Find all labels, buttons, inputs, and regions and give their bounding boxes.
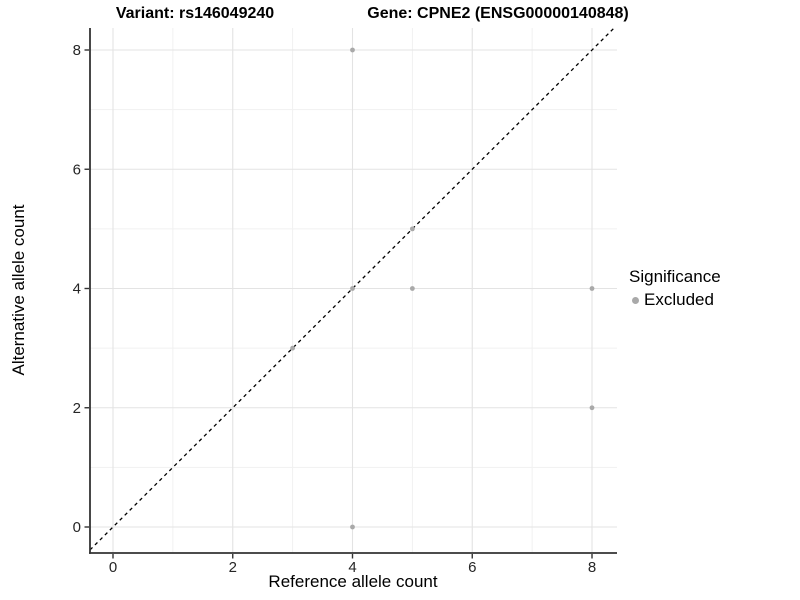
data-point [350,47,355,53]
x-tick-label: 4 [348,559,356,576]
y-tick-label: 8 [73,42,81,59]
x-axis-title: Reference allele count [268,572,438,591]
data-point [589,405,595,411]
x-tick-label: 6 [468,559,476,576]
legend-title: Significance [629,267,721,286]
y-tick-label: 4 [73,281,81,298]
legend-item-excluded: Excluded [632,290,721,310]
data-point [290,345,296,351]
y-tick-label: 6 [73,161,81,178]
plot-title-gene: Gene: CPNE2 (ENSG00000140848) [367,5,629,22]
data-point [350,524,355,530]
legend: Significance Excluded [629,267,721,310]
legend-item-label: Excluded [644,290,714,309]
identity-line [89,27,615,551]
x-tick-label: 0 [109,559,117,576]
data-point [350,286,355,291]
x-tick-label: 8 [588,559,596,576]
data-point [589,286,595,291]
data-point [409,226,415,232]
y-axis-title: Alternative allele count [9,204,28,376]
y-tick-label: 0 [73,519,81,536]
y-tick-label: 2 [73,400,81,417]
circle-icon [632,296,639,304]
plot-title-variant: Variant: rs146049240 [115,5,275,22]
data-point [409,286,415,291]
x-tick-label: 2 [229,559,237,576]
